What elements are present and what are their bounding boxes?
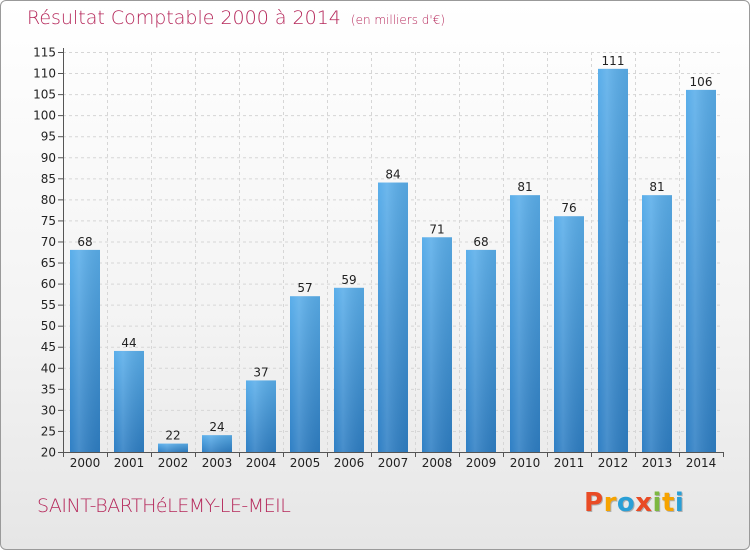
y-tick-label: 45 — [41, 340, 56, 354]
y-tick-label: 105 — [33, 88, 56, 102]
x-tick-label: 2013 — [642, 456, 673, 470]
value-label: 84 — [385, 168, 400, 182]
y-tick-label: 35 — [41, 382, 56, 396]
y-tick-label: 55 — [41, 298, 56, 312]
y-tick-label: 40 — [41, 361, 56, 375]
x-tick-label: 2009 — [466, 456, 497, 470]
bar-shine — [202, 435, 232, 452]
value-label: 68 — [77, 235, 92, 249]
chart-subtitle: (en milliers d'€) — [350, 13, 446, 27]
y-tick-label: 50 — [41, 319, 56, 333]
y-tick-label: 65 — [41, 256, 56, 270]
bar-shine — [598, 68, 628, 452]
value-label: 44 — [121, 336, 136, 350]
x-tick-label: 2007 — [378, 456, 409, 470]
value-label: 59 — [341, 273, 356, 287]
x-tick-label: 2006 — [334, 456, 365, 470]
x-tick-label: 2001 — [114, 456, 145, 470]
y-tick-label: 115 — [33, 46, 56, 60]
y-tick-label: 75 — [41, 214, 56, 228]
logo-letter: i — [674, 488, 685, 518]
logo-letter: r — [603, 488, 617, 518]
bar-shine — [290, 296, 320, 452]
y-tick-label: 110 — [33, 67, 56, 81]
axis-layer: 20 25 30 35 40 45 50 55 60 65 70 75 80 85 90 95 100 105 11… — [33, 46, 724, 470]
bar-shine — [334, 287, 364, 452]
value-label: 81 — [517, 180, 532, 194]
y-tick-label: 85 — [41, 172, 56, 186]
y-tick-label: 70 — [41, 235, 56, 249]
bar-shine — [246, 380, 276, 452]
x-tick-label: 2004 — [246, 456, 277, 470]
x-tick-label: 2011 — [554, 456, 585, 470]
y-tick-label: 90 — [41, 151, 56, 165]
x-tick-label: 2012 — [598, 456, 629, 470]
y-tick-label: 95 — [41, 130, 56, 144]
logo-letter: x — [635, 488, 653, 518]
y-tick-label: 80 — [41, 193, 56, 207]
logo-letter: P — [584, 488, 604, 518]
y-tick-label: 20 — [41, 446, 56, 460]
logo-letter: i — [652, 488, 662, 518]
value-label: 81 — [649, 180, 664, 194]
value-label: 76 — [561, 201, 576, 215]
bar-shine — [114, 350, 144, 452]
x-tick-label: 2005 — [290, 456, 321, 470]
x-tick-label: 2003 — [202, 456, 233, 470]
logo-letter: t — [661, 488, 675, 518]
commune-name: SAINT-BARTHéLEMY-LE-MEIL — [37, 495, 291, 517]
y-tick-label: 25 — [41, 424, 56, 438]
bar-shine — [686, 89, 716, 452]
title-text: Résultat Comptable 2000 à 2014 — [27, 7, 341, 29]
bar-shine — [378, 182, 408, 453]
bar-shine — [466, 249, 496, 452]
x-tick-label: 2000 — [70, 456, 101, 470]
x-tick-label: 2002 — [158, 456, 189, 470]
bar-shine — [554, 216, 584, 452]
y-tick-label: 60 — [41, 277, 56, 291]
value-label: 106 — [690, 75, 713, 89]
value-label: 111 — [602, 54, 625, 68]
value-label: 57 — [297, 281, 312, 295]
value-label: 37 — [253, 365, 268, 379]
chart-title: Résultat Comptable 2000 à 2014 (en millie… — [27, 7, 445, 29]
bar-shine — [158, 443, 188, 452]
bar-shine — [70, 249, 100, 452]
y-tick-label: 30 — [41, 403, 56, 417]
value-label: 68 — [473, 235, 488, 249]
value-label: 22 — [165, 429, 180, 443]
x-tick-label: 2010 — [510, 456, 541, 470]
bar-shine — [510, 195, 540, 452]
bar-shine — [642, 195, 672, 452]
x-tick-label: 2014 — [686, 456, 717, 470]
value-label: 24 — [209, 420, 224, 434]
proxiti-logo: Proxiti — [584, 488, 684, 518]
value-label: 71 — [429, 222, 444, 236]
x-tick-label: 2008 — [422, 456, 453, 470]
bar-shine — [422, 237, 452, 452]
bar-layer: 68 44 22 24 37 57 59 84 71 68 81 76 111 81 106 — [70, 54, 716, 453]
y-tick-label: 100 — [33, 109, 56, 123]
logo-letter: o — [616, 488, 636, 518]
